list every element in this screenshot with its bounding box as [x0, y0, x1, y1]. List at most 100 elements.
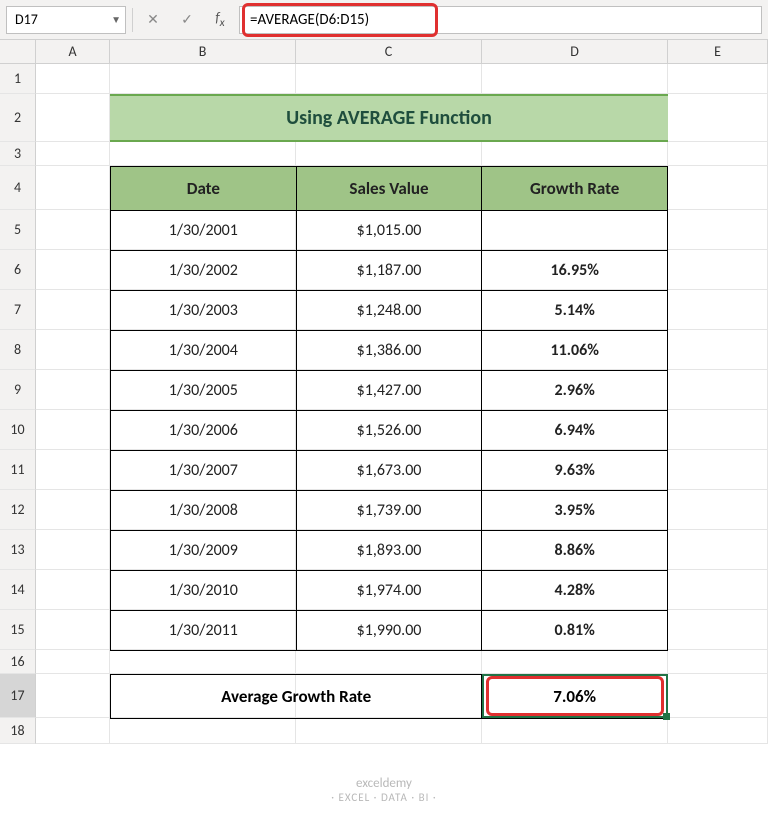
cell[interactable]: [36, 94, 110, 142]
cell[interactable]: [110, 142, 296, 166]
cell[interactable]: [296, 64, 482, 94]
date-cell[interactable]: 1/30/2008: [111, 491, 297, 531]
cell[interactable]: [36, 610, 110, 650]
cell[interactable]: [482, 650, 668, 674]
cell[interactable]: [482, 718, 668, 744]
sales-cell[interactable]: $1,990.00: [296, 611, 482, 651]
cell[interactable]: [668, 142, 768, 166]
date-cell[interactable]: 1/30/2002: [111, 251, 297, 291]
cell[interactable]: [36, 142, 110, 166]
cell[interactable]: [668, 450, 768, 490]
cell[interactable]: [36, 370, 110, 410]
row-header[interactable]: 8: [0, 330, 36, 370]
column-header[interactable]: A: [36, 40, 110, 63]
row-header[interactable]: 5: [0, 210, 36, 250]
date-cell[interactable]: 1/30/2004: [111, 331, 297, 371]
cell[interactable]: [36, 290, 110, 330]
growth-cell[interactable]: 16.95%: [482, 251, 668, 291]
date-cell[interactable]: 1/30/2003: [111, 291, 297, 331]
cell[interactable]: [36, 64, 110, 94]
cell[interactable]: [668, 166, 768, 210]
column-header[interactable]: E: [668, 40, 768, 63]
row-header[interactable]: 3: [0, 142, 36, 166]
sales-cell[interactable]: $1,187.00: [296, 251, 482, 291]
sales-cell[interactable]: $1,893.00: [296, 531, 482, 571]
cell[interactable]: [36, 450, 110, 490]
cell[interactable]: [668, 490, 768, 530]
cell[interactable]: [482, 64, 668, 94]
date-cell[interactable]: 1/30/2007: [111, 451, 297, 491]
column-header[interactable]: C: [296, 40, 482, 63]
sales-cell[interactable]: $1,386.00: [296, 331, 482, 371]
cell[interactable]: [36, 210, 110, 250]
cell[interactable]: [36, 330, 110, 370]
cell[interactable]: [36, 530, 110, 570]
name-box[interactable]: D17 ▼: [6, 6, 126, 34]
row-header[interactable]: 11: [0, 450, 36, 490]
date-cell[interactable]: 1/30/2005: [111, 371, 297, 411]
chevron-down-icon[interactable]: ▼: [111, 13, 121, 26]
formula-input[interactable]: =AVERAGE(D6:D15): [239, 6, 762, 34]
sales-cell[interactable]: $1,015.00: [296, 211, 482, 251]
growth-cell[interactable]: 6.94%: [482, 411, 668, 451]
cell[interactable]: [36, 166, 110, 210]
row-header[interactable]: 7: [0, 290, 36, 330]
cell[interactable]: [36, 674, 110, 718]
cell[interactable]: [36, 490, 110, 530]
cell[interactable]: [36, 250, 110, 290]
cell[interactable]: [668, 64, 768, 94]
row-header[interactable]: 12: [0, 490, 36, 530]
growth-cell[interactable]: 11.06%: [482, 331, 668, 371]
date-cell[interactable]: 1/30/2001: [111, 211, 297, 251]
row-header[interactable]: 10: [0, 410, 36, 450]
cell[interactable]: [110, 718, 296, 744]
cell[interactable]: [110, 650, 296, 674]
column-header[interactable]: B: [110, 40, 296, 63]
date-cell[interactable]: 1/30/2006: [111, 411, 297, 451]
cell[interactable]: [668, 250, 768, 290]
row-header[interactable]: 16: [0, 650, 36, 674]
cell[interactable]: [668, 210, 768, 250]
row-header[interactable]: 2: [0, 94, 36, 142]
row-header[interactable]: 17: [0, 674, 36, 718]
growth-cell[interactable]: [482, 211, 668, 251]
cell[interactable]: [296, 650, 482, 674]
row-header[interactable]: 15: [0, 610, 36, 650]
cell[interactable]: [296, 142, 482, 166]
cell[interactable]: [36, 570, 110, 610]
sales-cell[interactable]: $1,427.00: [296, 371, 482, 411]
cell[interactable]: [668, 410, 768, 450]
cancel-icon[interactable]: ✕: [139, 6, 167, 34]
accept-icon[interactable]: ✓: [173, 6, 201, 34]
cells-area[interactable]: Using AVERAGE Function DateSales ValueGr…: [36, 64, 768, 744]
cell[interactable]: [482, 142, 668, 166]
date-cell[interactable]: 1/30/2011: [111, 611, 297, 651]
cell[interactable]: [668, 570, 768, 610]
cell[interactable]: [668, 610, 768, 650]
cell[interactable]: [668, 674, 768, 718]
growth-cell[interactable]: 4.28%: [482, 571, 668, 611]
growth-cell[interactable]: 9.63%: [482, 451, 668, 491]
sales-cell[interactable]: $1,526.00: [296, 411, 482, 451]
cell[interactable]: [36, 650, 110, 674]
row-header[interactable]: 1: [0, 64, 36, 94]
row-header[interactable]: 13: [0, 530, 36, 570]
sales-cell[interactable]: $1,739.00: [296, 491, 482, 531]
row-header[interactable]: 18: [0, 718, 36, 744]
cell[interactable]: [110, 64, 296, 94]
sales-cell[interactable]: $1,248.00: [296, 291, 482, 331]
date-cell[interactable]: 1/30/2009: [111, 531, 297, 571]
sales-cell[interactable]: $1,974.00: [296, 571, 482, 611]
cell[interactable]: [668, 370, 768, 410]
growth-cell[interactable]: 3.95%: [482, 491, 668, 531]
growth-cell[interactable]: 8.86%: [482, 531, 668, 571]
cell[interactable]: [36, 410, 110, 450]
cell[interactable]: [36, 718, 110, 744]
sales-cell[interactable]: $1,673.00: [296, 451, 482, 491]
growth-cell[interactable]: 5.14%: [482, 291, 668, 331]
row-header[interactable]: 9: [0, 370, 36, 410]
row-header[interactable]: 6: [0, 250, 36, 290]
cell[interactable]: [668, 650, 768, 674]
cell[interactable]: [668, 94, 768, 142]
growth-cell[interactable]: 2.96%: [482, 371, 668, 411]
